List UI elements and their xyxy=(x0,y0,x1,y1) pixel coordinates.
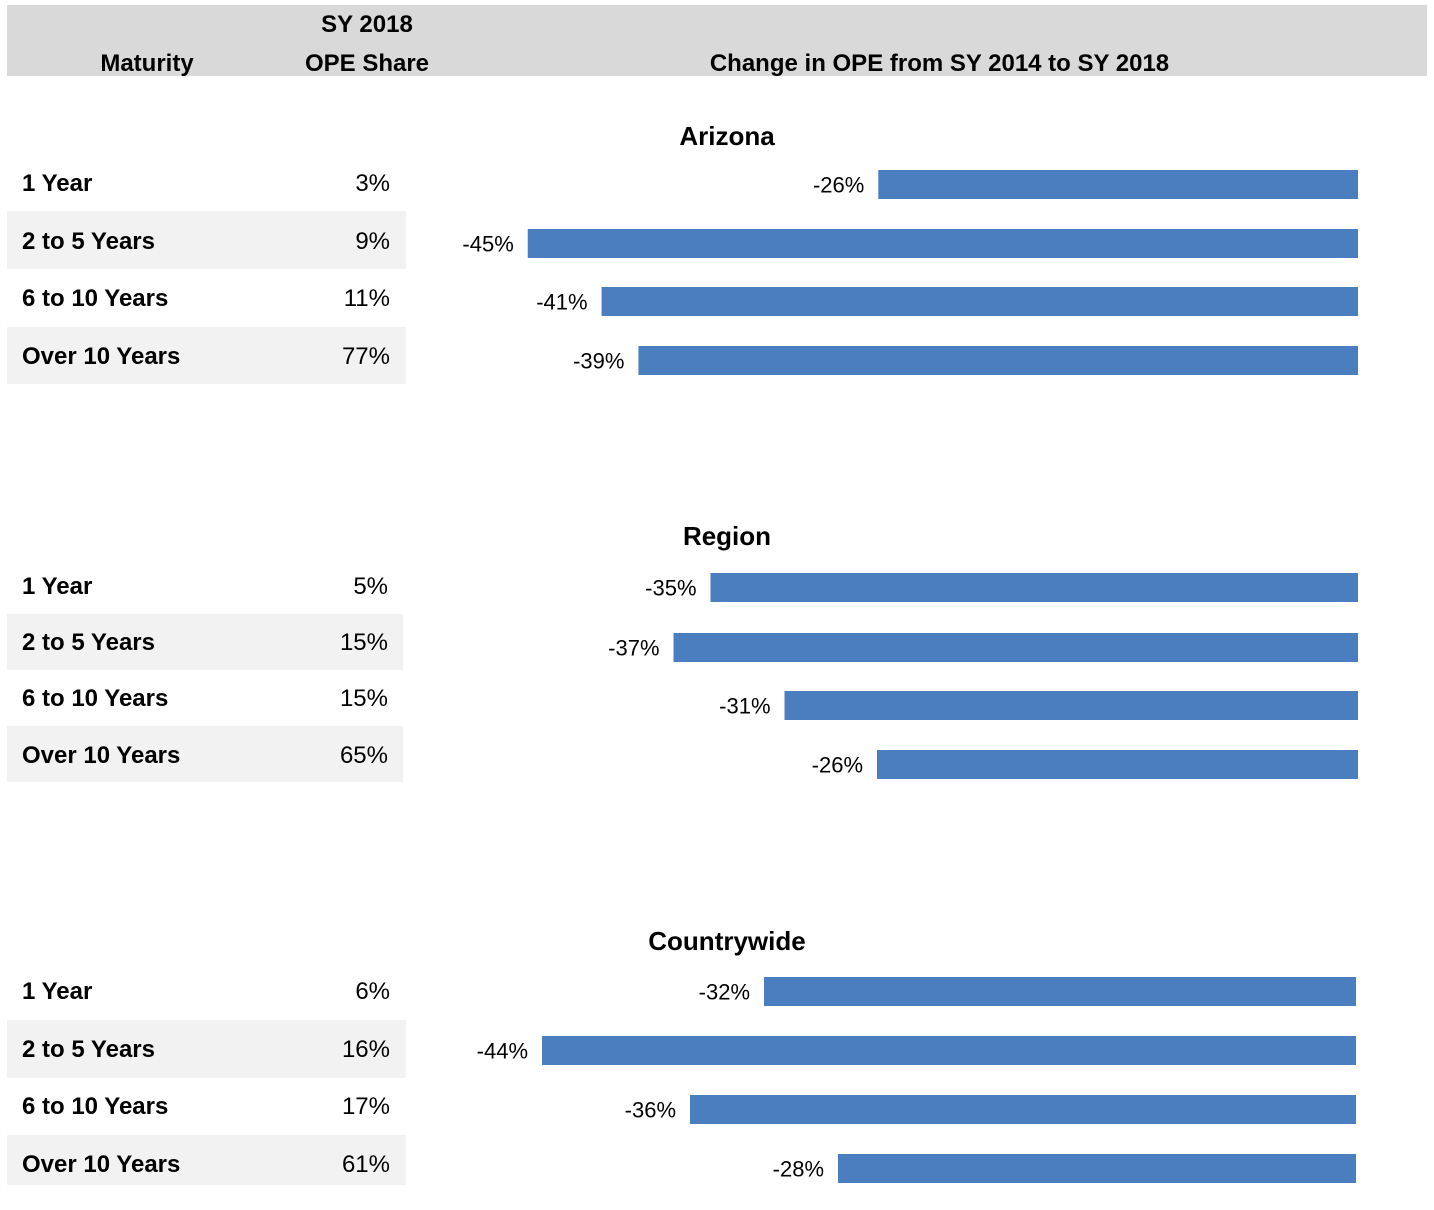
arizona-bar-chart: -26% -45% -41% -39% xyxy=(462,170,1358,375)
bar-value-label: -28% xyxy=(773,1157,824,1182)
change-column-header: Change in OPE from SY 2014 to SY 2018 xyxy=(709,50,1170,77)
section-title: Region xyxy=(682,521,772,551)
maturity-label: 1 Year xyxy=(22,978,93,1005)
bar-value-label: -36% xyxy=(625,1098,676,1123)
bar xyxy=(877,750,1358,779)
table-header: Maturity SY 2018 OPE Share Change in OPE… xyxy=(7,5,1427,77)
bar-value-label: -35% xyxy=(645,576,696,601)
maturity-label: 2 to 5 Years xyxy=(22,629,155,656)
maturity-label: 6 to 10 Years xyxy=(22,685,169,712)
bar-value-label: -41% xyxy=(536,290,587,315)
share-value: 5% xyxy=(353,573,388,600)
share-value: 61% xyxy=(341,1151,390,1178)
row-band xyxy=(7,211,406,269)
bar-value-label: -37% xyxy=(608,636,659,661)
countrywide-bar-chart: -32% -44% -36% -28% xyxy=(477,977,1356,1183)
share-value: 9% xyxy=(355,228,390,255)
bar-value-label: -31% xyxy=(719,694,770,719)
maturity-column-header: Maturity xyxy=(100,50,194,77)
share-value: 77% xyxy=(341,343,390,370)
bar xyxy=(673,633,1358,662)
share-value: 65% xyxy=(339,742,388,769)
bar xyxy=(878,170,1358,199)
share-value: 15% xyxy=(339,629,388,656)
maturity-label: 2 to 5 Years xyxy=(22,1036,155,1063)
bar-value-label: -45% xyxy=(462,232,513,257)
bar-value-label: -26% xyxy=(813,173,864,198)
bar xyxy=(638,346,1358,375)
maturity-label: Over 10 Years xyxy=(22,343,181,370)
row-band xyxy=(7,614,403,670)
bar xyxy=(690,1095,1356,1124)
share-column-header-line2: OPE Share xyxy=(304,50,430,77)
share-value: 15% xyxy=(339,685,388,712)
row-band xyxy=(7,1020,406,1078)
section-title: Arizona xyxy=(679,121,775,151)
share-value: 17% xyxy=(341,1093,390,1120)
maturity-label: 6 to 10 Years xyxy=(22,285,169,312)
bar xyxy=(527,229,1358,258)
share-column-header-line1: SY 2018 xyxy=(321,11,413,38)
bar xyxy=(784,691,1358,720)
maturity-label: Over 10 Years xyxy=(22,1151,181,1178)
bar-value-label: -32% xyxy=(699,980,750,1005)
share-value: 3% xyxy=(355,170,390,197)
share-value: 11% xyxy=(343,285,390,312)
row-band xyxy=(7,726,403,782)
section-title: Countrywide xyxy=(648,926,806,956)
bar xyxy=(764,977,1356,1006)
bar xyxy=(710,573,1358,602)
bar xyxy=(601,287,1358,316)
region-bar-chart: -35% -37% -31% -26% xyxy=(608,573,1358,779)
maturity-label: 2 to 5 Years xyxy=(22,228,155,255)
bar xyxy=(838,1154,1356,1183)
share-value: 6% xyxy=(355,978,390,1005)
bar-value-label: -26% xyxy=(812,753,863,778)
maturity-label: 1 Year xyxy=(22,170,93,197)
row-band xyxy=(7,327,406,384)
share-value: 16% xyxy=(341,1036,390,1063)
bar-value-label: -44% xyxy=(477,1039,528,1064)
maturity-label: Over 10 Years xyxy=(22,742,181,769)
bar xyxy=(542,1036,1356,1065)
row-band xyxy=(7,1135,406,1185)
bar-value-label: -39% xyxy=(573,349,624,374)
maturity-label: 1 Year xyxy=(22,573,93,600)
maturity-label: 6 to 10 Years xyxy=(22,1093,169,1120)
